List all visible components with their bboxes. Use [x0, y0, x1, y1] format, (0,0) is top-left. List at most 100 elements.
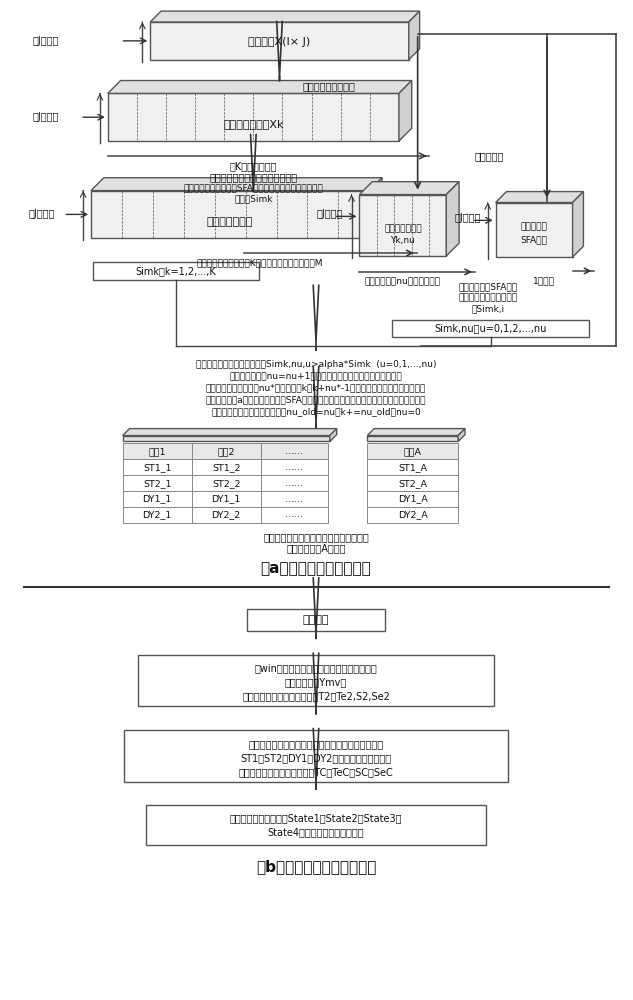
Polygon shape: [367, 429, 465, 436]
Bar: [123, 459, 192, 475]
Bar: [261, 459, 328, 475]
Text: 风速片初始模型: 风速片初始模型: [207, 217, 253, 227]
Polygon shape: [399, 81, 411, 141]
Bar: [123, 730, 508, 782]
Text: 用当前状态片SFA模型: 用当前状态片SFA模型: [458, 282, 517, 291]
Bar: [367, 507, 458, 523]
Text: DY1_1: DY1_1: [211, 495, 241, 504]
Text: 解释当前各风速片矩阵，: 解释当前各风速片矩阵，: [458, 293, 517, 302]
Bar: [261, 443, 328, 459]
Text: ……: ……: [285, 510, 304, 519]
Text: 将这四个监测统计量里的每个数据与其子状态对应的: 将这四个监测统计量里的每个数据与其子状态对应的: [248, 739, 384, 749]
Text: ST1，ST2，DY1，DY2比较，判断是否超限，: ST1，ST2，DY1，DY2比较，判断是否超限，: [241, 753, 392, 763]
Polygon shape: [446, 182, 459, 256]
Bar: [367, 459, 458, 475]
Text: 计算其对应的四个监测统计量T2，Te2,S2,Se2: 计算其对应的四个监测统计量T2，Te2,S2,Se2: [242, 691, 390, 701]
Bar: [192, 491, 261, 507]
Text: 统计各监测统计量的超限比例TC，TeC，SC，SeC: 统计各监测统计量的超限比例TC，TeC，SC，SeC: [239, 767, 393, 777]
Text: DY2_2: DY2_2: [211, 510, 241, 519]
Bar: [192, 507, 261, 523]
Text: 模型1: 模型1: [148, 447, 166, 456]
Polygon shape: [409, 11, 420, 60]
Text: 准备风速片数据矩阵: 准备风速片数据矩阵: [303, 81, 355, 91]
Text: 风速方向，有nu个风速片矩阵: 风速方向，有nu个风速片矩阵: [365, 277, 441, 286]
Text: 有J个参数: 有J个参数: [32, 36, 59, 46]
Text: 有K个风速片矩阵: 有K个风速片矩阵: [230, 161, 277, 171]
Bar: [146, 805, 486, 845]
Text: 设最终分出了A类状态: 设最终分出了A类状态: [286, 544, 346, 554]
Bar: [139, 655, 494, 706]
Text: 有J个参数: 有J个参数: [32, 112, 59, 122]
Bar: [192, 443, 261, 459]
Text: 当前状态片: 当前状态片: [521, 223, 548, 232]
Bar: [367, 491, 458, 507]
Polygon shape: [330, 429, 337, 441]
Polygon shape: [367, 436, 458, 441]
Text: 得在线子状态Ymv，: 得在线子状态Ymv，: [285, 677, 347, 687]
Polygon shape: [360, 195, 446, 256]
Polygon shape: [360, 182, 459, 195]
Text: （a）离线建模过程流程图: （a）离线建模过程流程图: [261, 561, 372, 576]
Text: 模型A: 模型A: [404, 447, 422, 456]
Polygon shape: [108, 93, 399, 141]
Text: （b）在线监测过程的流程图: （b）在线监测过程的流程图: [256, 859, 376, 874]
Text: 将win条数据根据风速对应到其子状态模型，: 将win条数据根据风速对应到其子状态模型，: [254, 664, 377, 674]
Bar: [192, 459, 261, 475]
Text: SFA模型: SFA模型: [521, 235, 548, 244]
Bar: [123, 443, 192, 459]
Polygon shape: [123, 429, 337, 436]
Text: 有J个参数: 有J个参数: [316, 209, 343, 219]
Bar: [367, 475, 458, 491]
Text: 得Simk,i: 得Simk,i: [471, 304, 505, 313]
Text: ST2_1: ST2_1: [143, 479, 172, 488]
Text: DY2_1: DY2_1: [142, 510, 172, 519]
Polygon shape: [458, 429, 465, 441]
Bar: [123, 475, 192, 491]
Text: Simk,nu，u=0,1,2,...,nu: Simk,nu，u=0,1,2,...,nu: [434, 323, 547, 333]
Polygon shape: [496, 192, 584, 202]
Text: ……: ……: [285, 479, 304, 488]
Polygon shape: [369, 178, 382, 238]
Text: 计算得Simk: 计算得Simk: [234, 194, 273, 203]
Bar: [261, 491, 328, 507]
Text: ST1_2: ST1_2: [212, 463, 241, 472]
Polygon shape: [123, 436, 330, 441]
Bar: [123, 507, 192, 523]
Text: 若满足条件，则找到了nu*，将序号为k至k+nu*-1的速度片被表示为一个子状态，: 若满足条件，则找到了nu*，将序号为k至k+nu*-1的速度片被表示为一个子状态…: [206, 383, 426, 392]
Text: ST1_A: ST1_A: [398, 463, 427, 472]
Text: DY1_A: DY1_A: [398, 495, 427, 504]
Text: ST2_A: ST2_A: [398, 479, 427, 488]
Polygon shape: [150, 11, 420, 22]
Polygon shape: [496, 202, 573, 257]
Text: ST2_2: ST2_2: [212, 479, 241, 488]
Text: 模型2: 模型2: [218, 447, 235, 456]
Text: 设定四个状态判断变量State1、State2、State3、: 设定四个状态判断变量State1、State2、State3、: [230, 813, 402, 823]
Text: 原始数据X(I× J): 原始数据X(I× J): [248, 37, 311, 47]
Text: 然后循环到状态获新模型阶段，nu_old=nu，k+=nu_old，nu=0: 然后循环到状态获新模型阶段，nu_old=nu，k+=nu_old，nu=0: [211, 407, 421, 416]
Bar: [261, 507, 328, 523]
Text: 假设当前为第a个子状态，得到其SFA模型，并得到其四个置信限度，更新子状态模型描述: 假设当前为第a个子状态，得到其SFA模型，并得到其四个置信限度，更新子状态模型描…: [206, 395, 426, 404]
Bar: [192, 475, 261, 491]
Bar: [93, 262, 259, 280]
Text: DY2_A: DY2_A: [398, 510, 427, 519]
Text: 子状态模型与其四个监测统计量的置信限: 子状态模型与其四个监测统计量的置信限: [263, 532, 369, 542]
Text: 1个模型: 1个模型: [533, 276, 555, 285]
Text: ……: ……: [285, 447, 304, 456]
Polygon shape: [573, 192, 584, 257]
Text: ST1_1: ST1_1: [143, 463, 172, 472]
Text: Yk,nu: Yk,nu: [391, 236, 415, 245]
Bar: [261, 475, 328, 491]
Text: 在线数据: 在线数据: [303, 615, 329, 625]
Text: 当前状态片矩阵: 当前状态片矩阵: [384, 224, 422, 233]
Text: ……: ……: [285, 463, 304, 472]
Bar: [123, 491, 192, 507]
Text: 有J个参数: 有J个参数: [454, 213, 481, 223]
Polygon shape: [91, 178, 382, 191]
Text: 风速片内保持其时序性，并标准化: 风速片内保持其时序性，并标准化: [210, 172, 298, 182]
Text: ……: ……: [285, 495, 304, 504]
Bar: [392, 320, 589, 337]
Polygon shape: [150, 22, 409, 60]
Bar: [367, 443, 458, 459]
Text: 若不满足条件，nu=nu+1，向当前状态片内添加下一片风速片；: 若不满足条件，nu=nu+1，向当前状态片内添加下一片风速片；: [230, 372, 403, 381]
Text: DY1_1: DY1_1: [142, 495, 172, 504]
